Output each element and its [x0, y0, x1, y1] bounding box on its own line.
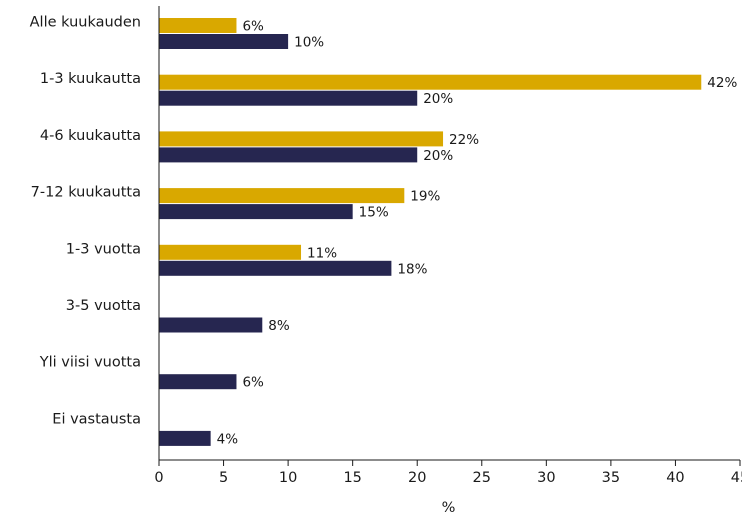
bar — [159, 430, 211, 446]
value-label: 6% — [242, 19, 264, 35]
value-label: 18% — [397, 261, 427, 277]
bar — [159, 131, 444, 147]
bar — [159, 90, 418, 106]
value-label: 22% — [449, 132, 479, 148]
bar — [159, 18, 237, 33]
value-label: 6% — [242, 375, 264, 391]
category-labels: Alle kuukauden 1-3 kuukautta 4-6 kuukautta… — [30, 15, 141, 428]
bar — [159, 374, 237, 390]
category-label: 4-6 kuukautta — [40, 128, 141, 144]
x-tick-label: 25 — [473, 470, 491, 486]
value-label: 15% — [359, 205, 389, 221]
x-tick-label: 45 — [731, 470, 742, 486]
bar — [159, 244, 302, 260]
x-tick-label: 35 — [602, 470, 620, 486]
x-axis-title: % — [442, 500, 456, 516]
value-label: 20% — [423, 91, 453, 107]
bar — [159, 260, 392, 276]
x-tick-label: 0 — [154, 470, 163, 486]
value-label: 4% — [217, 431, 239, 447]
bar — [159, 74, 702, 90]
x-tick-label: 40 — [666, 470, 684, 486]
category-label: 1-3 kuukautta — [40, 71, 141, 87]
bar — [159, 34, 289, 49]
value-labels: 6%10%42%20%22%20%19%15%11%18%8%6%4% — [217, 19, 738, 448]
x-axis: 0 5 10 15 20 25 30 35 40 45 — [154, 459, 742, 486]
bar — [159, 204, 353, 220]
bar — [159, 147, 418, 163]
x-tick-label: 10 — [279, 470, 297, 486]
bar — [159, 317, 263, 333]
x-tick-label: 20 — [408, 470, 426, 486]
x-tick-label: 15 — [343, 470, 361, 486]
category-label: 1-3 vuotta — [66, 241, 141, 257]
bar — [159, 188, 405, 204]
value-label: 19% — [410, 189, 440, 205]
value-label: 20% — [423, 148, 453, 164]
category-label: Alle kuukauden — [30, 15, 141, 31]
value-label: 10% — [294, 35, 324, 51]
category-label: Yli viisi vuotta — [39, 355, 141, 371]
x-tick-label: 30 — [537, 470, 555, 486]
bars — [159, 18, 702, 446]
category-label: 7-12 kuukautta — [31, 185, 141, 201]
value-label: 42% — [707, 75, 737, 91]
category-label: 3-5 vuotta — [66, 298, 141, 314]
value-label: 11% — [307, 245, 337, 261]
category-label: Ei vastausta — [52, 411, 141, 427]
x-tick-label: 5 — [219, 470, 228, 486]
value-label: 8% — [268, 318, 290, 334]
